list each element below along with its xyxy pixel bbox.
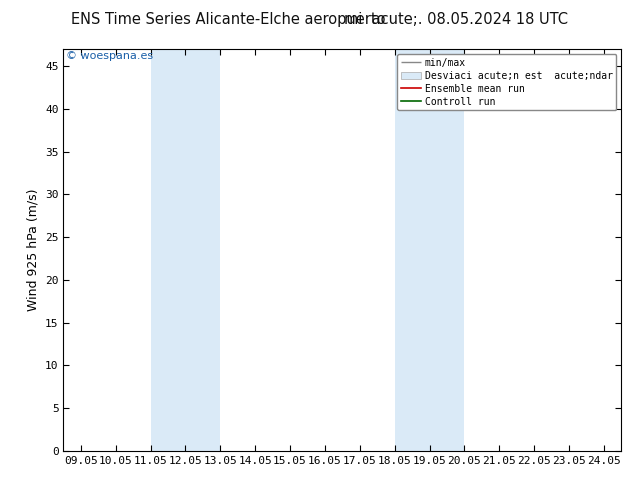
- Text: © woespana.es: © woespana.es: [66, 51, 153, 61]
- Text: ENS Time Series Alicante-Elche aeropuerto: ENS Time Series Alicante-Elche aeropuert…: [71, 12, 385, 27]
- Bar: [150, 49, 221, 451]
- Text: mi  acute;. 08.05.2024 18 UTC: mi acute;. 08.05.2024 18 UTC: [344, 12, 569, 27]
- Y-axis label: Wind 925 hPa (m/s): Wind 925 hPa (m/s): [27, 189, 39, 311]
- Legend: min/max, Desviaci acute;n est  acute;ndar, Ensemble mean run, Controll run: min/max, Desviaci acute;n est acute;ndar…: [398, 54, 616, 110]
- Bar: [394, 49, 464, 451]
